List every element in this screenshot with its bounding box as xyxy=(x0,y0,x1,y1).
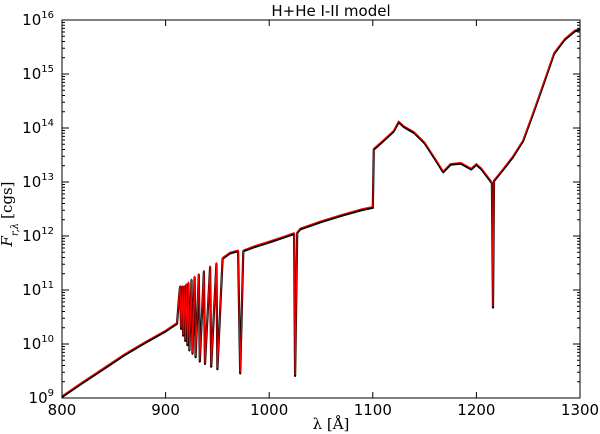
x-ticks: 800 900 1000 1100 1200 1300 xyxy=(48,20,599,419)
svg-text:Fr,λ[cgs]: Fr,λ [cgs] xyxy=(0,181,21,247)
y-tick-label: 1012 xyxy=(22,226,54,245)
x-tick-label: 800 xyxy=(48,401,77,419)
x-axis-label: λ [Å] xyxy=(313,415,350,433)
x-tick-label: 1100 xyxy=(354,401,392,419)
series-line-1 xyxy=(61,27,581,397)
y-ticks: 109 1010 1011 1012 1013 1014 1015 1016 xyxy=(22,10,580,407)
x-tick-label: 900 xyxy=(151,401,180,419)
y-axis-label-main: F xyxy=(0,236,16,248)
plot-area: 800 900 1000 1100 1200 1300 10910101011101210… xyxy=(22,10,599,419)
y-tick-label: 109 xyxy=(29,388,54,407)
y-tick-label: 1016 xyxy=(22,10,54,29)
y-axis-label: Fr,λ [cgs] xyxy=(0,181,21,247)
y-tick-label: 1010 xyxy=(22,334,54,353)
x-tick-label: 1000 xyxy=(250,401,288,419)
y-tick-label: 1011 xyxy=(22,280,54,299)
plot-frame xyxy=(61,19,581,399)
series-layer xyxy=(61,27,581,398)
chart-title: H+He I-II model xyxy=(271,2,390,20)
y-axis-label-unit: [cgs] xyxy=(0,181,16,218)
y-axis-label-sub: r,λ xyxy=(10,223,21,236)
y-tick-label: 1015 xyxy=(22,64,54,83)
x-tick-label: 1200 xyxy=(457,401,495,419)
series-line-0 xyxy=(61,28,581,398)
y-tick-label: 1013 xyxy=(22,172,54,191)
y-tick-label: 1014 xyxy=(22,118,54,137)
x-tick-label: 1300 xyxy=(561,401,599,419)
